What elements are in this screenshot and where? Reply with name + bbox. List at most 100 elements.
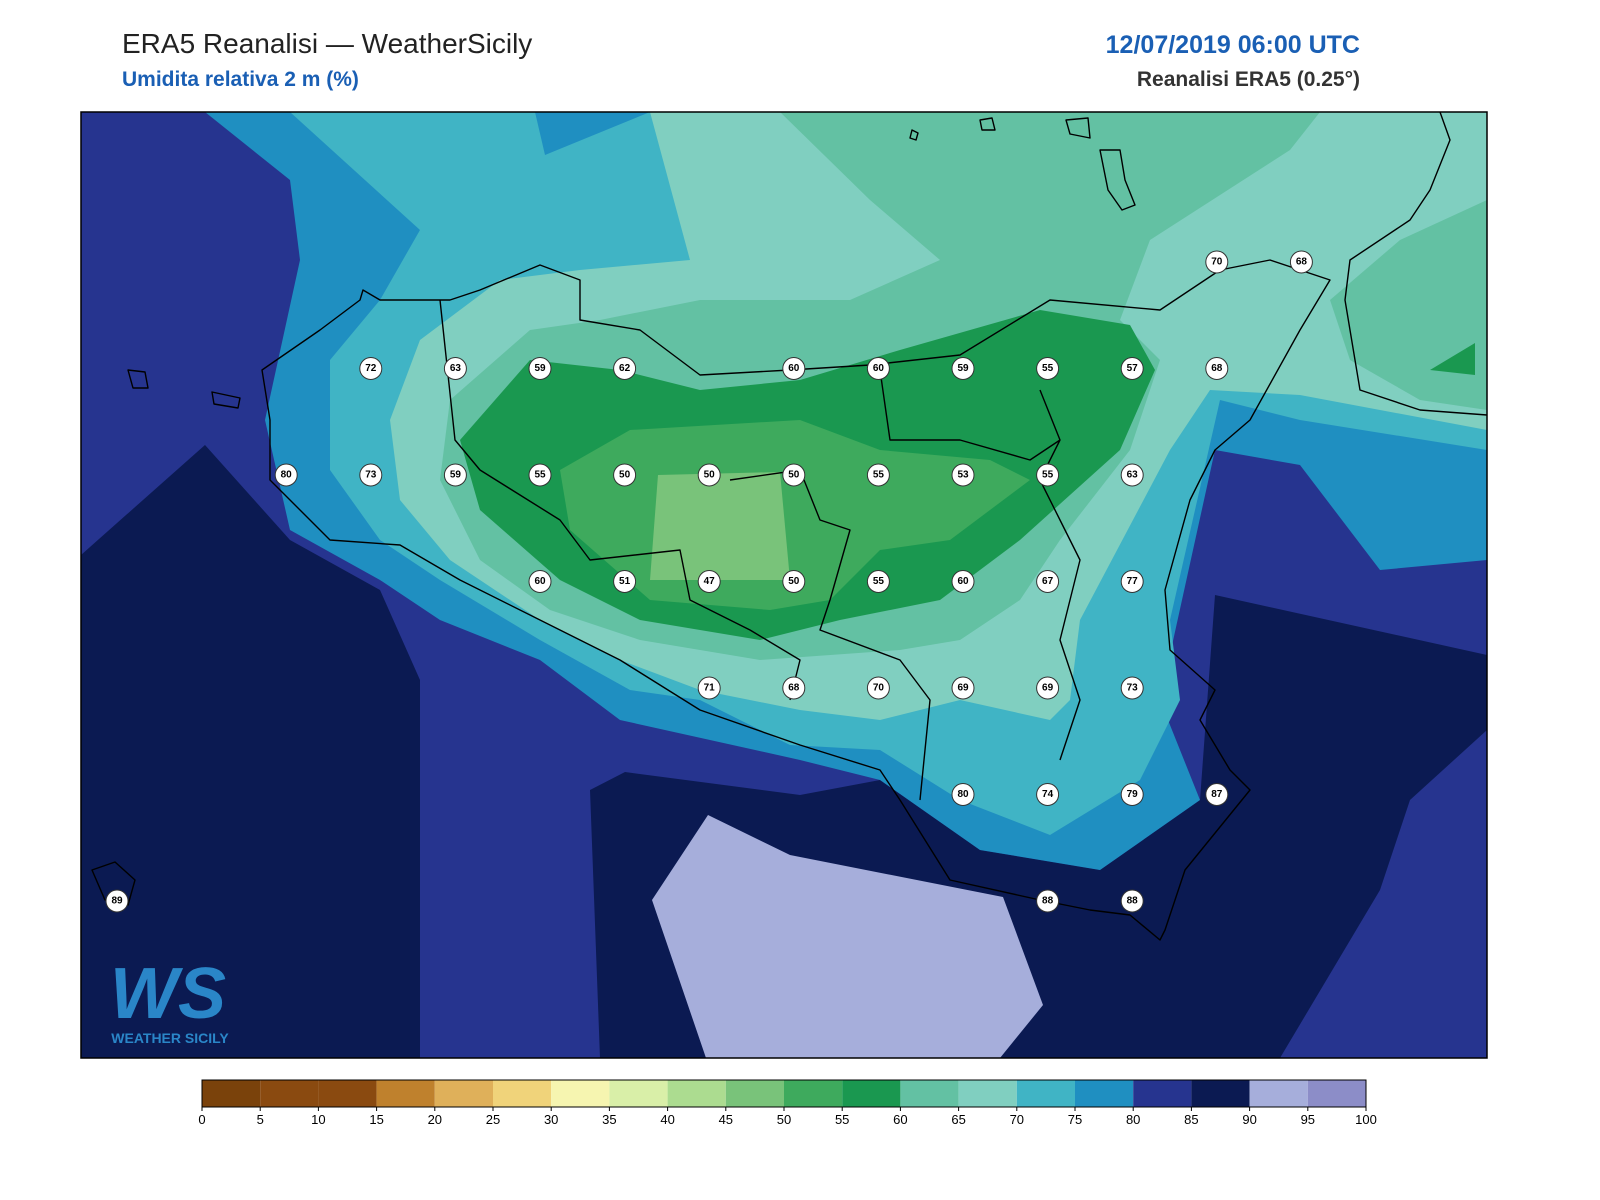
station-marker bbox=[697, 676, 721, 700]
station-value: 80 bbox=[281, 470, 293, 481]
colorbar-label: 55 bbox=[835, 1112, 849, 1127]
station-value: 87 bbox=[1211, 789, 1223, 800]
station-marker bbox=[1289, 250, 1313, 274]
station-value: 73 bbox=[365, 470, 377, 481]
logo-name: WEATHER SICILY bbox=[111, 1030, 229, 1046]
station-value: 59 bbox=[450, 470, 462, 481]
coastline bbox=[261, 259, 1331, 941]
station-value: 59 bbox=[534, 363, 546, 374]
station-marker bbox=[1036, 463, 1060, 487]
station-value: 59 bbox=[957, 363, 969, 374]
station-marker bbox=[1120, 570, 1144, 593]
station-marker bbox=[613, 570, 637, 593]
province-border bbox=[439, 299, 1081, 801]
colorbar-label: 45 bbox=[719, 1112, 733, 1127]
station-marker bbox=[1120, 357, 1144, 380]
colorbar-bin bbox=[1016, 1080, 1075, 1107]
field-60 bbox=[1330, 200, 1487, 410]
station-value: 74 bbox=[1042, 789, 1054, 800]
source: Reanalisi ERA5 (0.25°) bbox=[1137, 68, 1360, 91]
colorbar: 0 5 10 15 20 25 30 35 40 45 50 55 60 65 70 75 80 85 90 95 10… bbox=[198, 1079, 1377, 1127]
colorbar-bin bbox=[958, 1080, 1017, 1107]
station-marker bbox=[1036, 357, 1060, 380]
colorbar-bin bbox=[493, 1080, 552, 1107]
station-value: 67 bbox=[1042, 576, 1054, 587]
colorbar-bin bbox=[784, 1080, 843, 1107]
title: ERA5 Reanalisi — WeatherSicily bbox=[122, 28, 532, 59]
field-55 bbox=[1430, 343, 1475, 375]
station-marker bbox=[866, 676, 890, 700]
island bbox=[91, 117, 1136, 906]
station-marker bbox=[782, 676, 806, 700]
colorbar-bin bbox=[551, 1080, 610, 1107]
station-marker bbox=[1120, 676, 1144, 700]
station-value: 72 bbox=[365, 363, 377, 374]
station-marker bbox=[613, 463, 637, 487]
station-value: 60 bbox=[788, 363, 800, 374]
station-value: 69 bbox=[1042, 683, 1054, 694]
station-marker bbox=[359, 357, 383, 380]
station-value: 60 bbox=[873, 363, 885, 374]
colorbar-label: 90 bbox=[1242, 1112, 1256, 1127]
stations: 70 68 72 63 59 62 60 60 59 55 57 68 80 73 59 55 50 50 50 55… bbox=[105, 250, 1313, 913]
station-value: 51 bbox=[619, 576, 631, 587]
station-marker bbox=[1120, 463, 1144, 487]
colorbar-bin bbox=[609, 1080, 668, 1107]
datetime: 12/07/2019 06:00 UTC bbox=[1106, 31, 1360, 59]
station-marker bbox=[782, 570, 806, 593]
station-value: 47 bbox=[704, 576, 716, 587]
station-value: 70 bbox=[1211, 257, 1223, 268]
colorbar-bin bbox=[725, 1080, 784, 1107]
colorbar-bin bbox=[842, 1080, 901, 1107]
map-frame bbox=[80, 111, 1488, 1059]
colorbar-label: 15 bbox=[369, 1112, 383, 1127]
station-value: 62 bbox=[619, 363, 631, 374]
station-value: 60 bbox=[534, 576, 546, 587]
colorbar-label: 70 bbox=[1010, 1112, 1024, 1127]
colorbar-bin bbox=[318, 1080, 377, 1107]
station-marker bbox=[1120, 889, 1144, 913]
colorbar-label: 0 bbox=[198, 1112, 205, 1127]
colorbar-label: 85 bbox=[1184, 1112, 1198, 1127]
station-value: 71 bbox=[704, 683, 716, 694]
colorbar-bin bbox=[1191, 1080, 1250, 1107]
colorbar-bin bbox=[202, 1080, 261, 1107]
station-value: 70 bbox=[873, 683, 885, 694]
colorbar-label: 50 bbox=[777, 1112, 791, 1127]
coastline bbox=[1344, 112, 1487, 416]
station-marker bbox=[1036, 783, 1060, 806]
colorbar-label: 100 bbox=[1355, 1112, 1377, 1127]
station-marker bbox=[697, 570, 721, 593]
colorbar-label: 20 bbox=[428, 1112, 442, 1127]
station-value: 55 bbox=[1042, 470, 1054, 481]
station-value: 55 bbox=[1042, 363, 1054, 374]
station-marker bbox=[866, 357, 890, 380]
station-value: 50 bbox=[619, 470, 631, 481]
field-45 bbox=[650, 472, 790, 580]
station-marker bbox=[1205, 357, 1229, 380]
colorbar-label: 75 bbox=[1068, 1112, 1082, 1127]
station-value: 88 bbox=[1042, 896, 1054, 907]
station-marker bbox=[951, 357, 975, 380]
station-marker bbox=[1036, 889, 1060, 913]
station-value: 77 bbox=[1127, 576, 1139, 587]
station-marker bbox=[866, 570, 890, 593]
station-value: 89 bbox=[111, 896, 123, 907]
station-marker bbox=[105, 889, 129, 913]
field-90 bbox=[652, 815, 1043, 1058]
colorbar-bin bbox=[434, 1080, 493, 1107]
station-marker bbox=[697, 463, 721, 487]
colorbar-label: 25 bbox=[486, 1112, 500, 1127]
colorbar-bin bbox=[376, 1080, 435, 1107]
station-marker bbox=[1120, 783, 1144, 806]
station-marker bbox=[528, 357, 552, 380]
station-value: 73 bbox=[1127, 683, 1139, 694]
station-marker bbox=[443, 463, 467, 487]
colorbar-label: 35 bbox=[602, 1112, 616, 1127]
colorbar-bin bbox=[1307, 1080, 1366, 1107]
station-marker bbox=[528, 463, 552, 487]
station-marker bbox=[1205, 783, 1229, 806]
colorbar-label: 60 bbox=[893, 1112, 907, 1127]
station-marker bbox=[951, 463, 975, 487]
